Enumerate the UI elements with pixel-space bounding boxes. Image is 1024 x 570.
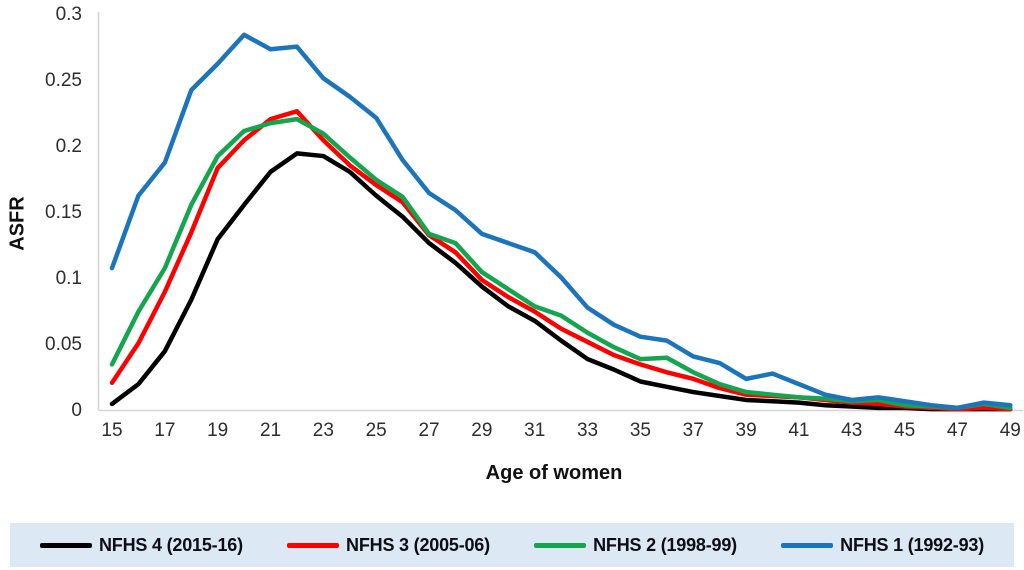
legend-item: NFHS 4 (2015-16) bbox=[40, 535, 243, 556]
x-tick-label: 39 bbox=[735, 420, 757, 441]
x-tick-label: 49 bbox=[999, 420, 1021, 441]
legend-label: NFHS 3 (2005-06) bbox=[346, 534, 490, 555]
x-tick-label: 25 bbox=[365, 420, 387, 441]
series-line-nfhs-1-1992-93- bbox=[109, 32, 1013, 411]
x-tick-label: 37 bbox=[682, 420, 704, 441]
x-tick-label: 45 bbox=[894, 420, 916, 441]
x-tick-label: 27 bbox=[418, 420, 440, 441]
x-tick-label: 17 bbox=[154, 420, 176, 441]
series-line-nfhs-3-2005-06- bbox=[109, 108, 1013, 412]
legend-item: NFHS 1 (1992-93) bbox=[781, 535, 984, 556]
legend-label: NFHS 4 (2015-16) bbox=[99, 534, 243, 555]
x-tick-label: 23 bbox=[312, 420, 334, 441]
legend-line-swatch bbox=[534, 542, 587, 548]
legend-label: NFHS 1 (1992-93) bbox=[840, 534, 984, 555]
x-tick-label: 33 bbox=[576, 420, 599, 441]
x-tick-label: 31 bbox=[524, 420, 546, 441]
x-tick-label: 41 bbox=[788, 420, 810, 441]
legend-item: NFHS 3 (2005-06) bbox=[287, 535, 490, 556]
x-tick-label: 15 bbox=[101, 420, 123, 441]
legend-label: NFHS 2 (1998-99) bbox=[593, 534, 737, 555]
series-line-nfhs-2-1998-99- bbox=[109, 116, 1013, 411]
y-tick-label: 0.05 bbox=[45, 333, 82, 355]
y-tick-label: 0.25 bbox=[45, 69, 82, 91]
plot-area bbox=[97, 12, 1023, 412]
x-tick-label: 29 bbox=[471, 420, 493, 441]
y-tick-label: 0.2 bbox=[55, 135, 82, 157]
x-tick-label: 19 bbox=[207, 420, 229, 441]
x-tick-label: 35 bbox=[629, 420, 651, 441]
y-tick-label: 0.1 bbox=[55, 267, 82, 289]
series-line-nfhs-4-2015-16- bbox=[109, 151, 1013, 412]
legend-line-swatch bbox=[287, 542, 340, 548]
y-tick-label: 0.15 bbox=[45, 201, 82, 223]
x-tick-label: 47 bbox=[946, 420, 968, 441]
legend-line-swatch bbox=[781, 542, 834, 548]
legend: NFHS 4 (2015-16) NFHS 3 (2005-06) NFHS 2 (… bbox=[10, 523, 1014, 567]
legend-item: NFHS 2 (1998-99) bbox=[534, 535, 737, 556]
y-tick-label: 0.3 bbox=[55, 4, 82, 25]
x-tick-label: 43 bbox=[841, 420, 863, 441]
x-tick-label: 21 bbox=[259, 420, 282, 441]
legend-line-swatch bbox=[40, 542, 92, 548]
x-axis-title: Age of women bbox=[485, 462, 623, 484]
y-tick-label: 0 bbox=[71, 399, 82, 421]
